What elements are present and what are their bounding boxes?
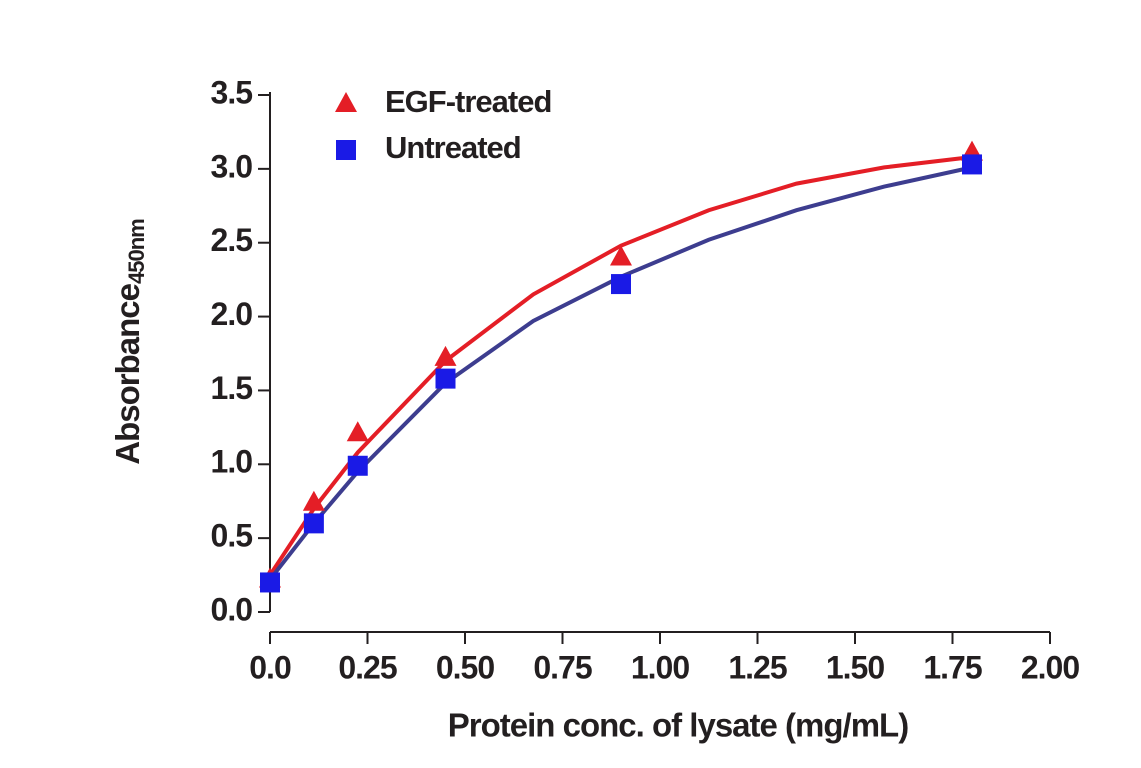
x-tick-label: 1.25 (728, 649, 786, 685)
x-tick-label: 0.50 (436, 649, 494, 685)
y-tick-label: 1.0 (211, 444, 253, 480)
x-tick-label: 1.50 (826, 649, 884, 685)
y-axis-label-main: Absorbance (109, 283, 146, 464)
y-tick-label: 2.5 (211, 222, 253, 258)
legend-label: EGF-treated (385, 84, 551, 119)
point (303, 513, 324, 534)
y-axis-label: Absorbance450nm (109, 219, 149, 465)
point (346, 421, 369, 442)
y-axis-label-sub: 450nm (124, 219, 149, 284)
x-tick-label: 2.00 (1021, 649, 1079, 685)
point (610, 245, 632, 266)
legend-marker (335, 92, 357, 112)
x-tick-label: 0.25 (338, 649, 396, 685)
x-tick-label: 0.75 (533, 649, 591, 685)
y-tick-label: 0.0 (211, 591, 253, 627)
x-tick-label: 0.0 (249, 649, 291, 685)
x-tick-label: 1.00 (631, 649, 689, 685)
y-tick-label: 0.5 (211, 518, 253, 554)
point (435, 368, 456, 389)
point (611, 274, 631, 295)
point (260, 572, 280, 593)
y-tick-label: 3.5 (211, 74, 253, 110)
fit-curve (268, 165, 973, 581)
y-tick-label: 1.5 (211, 370, 253, 406)
point (962, 154, 982, 175)
x-axis-label: Protein conc. of lysate (mg/mL) (448, 707, 908, 744)
x-tick-label: 1.75 (923, 649, 981, 685)
y-tick-label: 2.0 (211, 296, 253, 332)
legend-label: Untreated (385, 130, 521, 165)
point (302, 490, 325, 511)
legend-marker (336, 140, 356, 160)
y-tick-label: 3.0 (211, 148, 253, 184)
fit-curve (268, 155, 973, 577)
point (434, 345, 457, 366)
point (347, 455, 368, 476)
